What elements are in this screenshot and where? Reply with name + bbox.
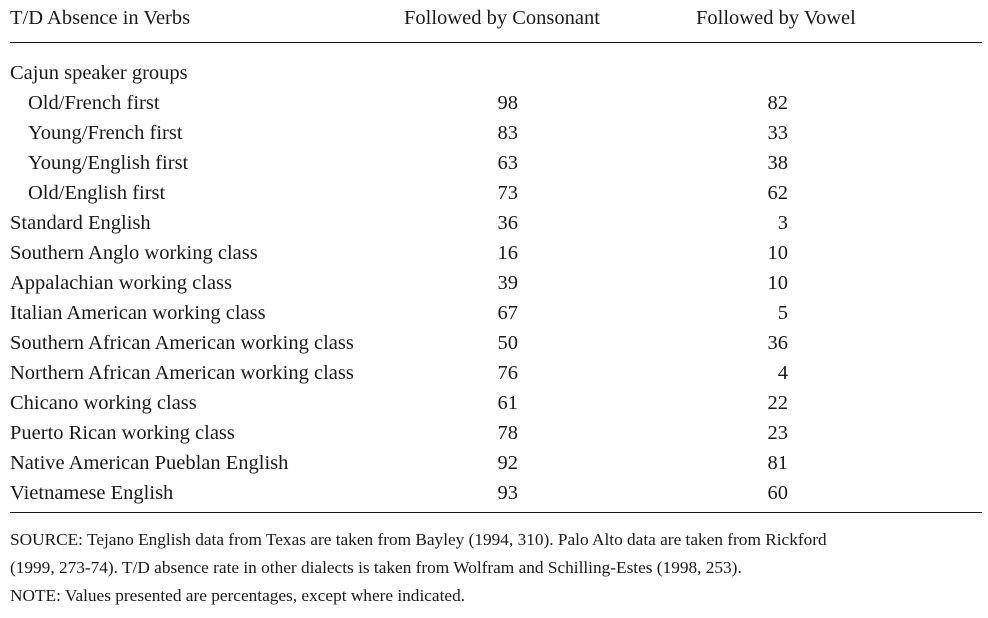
vowel-value: 36	[767, 332, 789, 354]
table-row: Puerto Rican working class 78 23	[0, 418, 988, 448]
source-note-line-2: (1999, 273-74). T/D absence rate in othe…	[10, 558, 742, 577]
table-row: Italian American working class 67 5	[0, 298, 988, 328]
table-bottom-rule	[10, 512, 982, 513]
vowel-value: 10	[767, 272, 789, 294]
row-label: Native American Pueblan English	[10, 452, 289, 474]
table-notes: SOURCE: Tejano English data from Texas a…	[10, 526, 985, 610]
table-row: Southern Anglo working class 16 10	[0, 238, 988, 268]
table-row: Standard English 36 3	[0, 208, 988, 238]
row-label: Italian American working class	[10, 302, 266, 324]
consonant-value: 67	[497, 302, 519, 324]
vowel-value: 5	[777, 302, 788, 324]
consonant-value: 61	[497, 392, 519, 414]
table-row: Southern African American working class 5…	[0, 328, 988, 358]
vowel-value: 4	[777, 362, 788, 384]
vowel-value: 22	[767, 392, 789, 414]
column-header-td-absence: T/D Absence in Verbs	[10, 7, 191, 29]
vowel-value: 10	[767, 242, 789, 264]
consonant-value: 50	[497, 332, 519, 354]
consonant-value: 73	[497, 182, 519, 204]
table-group-header-row: Cajun speaker groups	[0, 58, 988, 88]
column-header-followed-by-vowel: Followed by Vowel	[696, 7, 856, 29]
consonant-value: 76	[497, 362, 519, 384]
column-header-followed-by-consonant: Followed by Consonant	[404, 7, 600, 29]
row-label: Southern African American working class	[10, 332, 354, 354]
table-row: Young/English first 63 38	[0, 148, 988, 178]
vowel-value: 33	[767, 122, 789, 144]
row-label: Appalachian working class	[10, 272, 233, 294]
table-row: Northern African American working class 7…	[0, 358, 988, 388]
consonant-value: 16	[497, 242, 519, 264]
consonant-value: 78	[497, 422, 519, 444]
vowel-value: 3	[777, 212, 788, 234]
row-label: Vietnamese English	[10, 482, 174, 504]
consonant-value: 93	[497, 482, 519, 504]
table-body: Cajun speaker groups Old/French first 98 82…	[0, 58, 988, 508]
vowel-value: 60	[767, 482, 789, 504]
table-row: Appalachian working class 39 10	[0, 268, 988, 298]
row-label: Old/French first	[28, 92, 160, 114]
vowel-value: 82	[767, 92, 789, 114]
consonant-value: 98	[497, 92, 519, 114]
row-label: Chicano working class	[10, 392, 197, 414]
consonant-value: 39	[497, 272, 519, 294]
consonant-value: 83	[497, 122, 519, 144]
table-row: Young/French first 83 33	[0, 118, 988, 148]
consonant-value: 36	[497, 212, 519, 234]
row-label: Young/English first	[28, 152, 189, 174]
row-label: Puerto Rican working class	[10, 422, 235, 444]
row-label: Standard English	[10, 212, 151, 234]
vowel-value: 62	[767, 182, 789, 204]
table-row: Vietnamese English 93 60	[0, 478, 988, 508]
vowel-value: 81	[767, 452, 789, 474]
table-row: Old/English first 73 62	[0, 178, 988, 208]
table-top-rule	[10, 42, 982, 43]
table-row: Native American Pueblan English 92 81	[0, 448, 988, 478]
vowel-value: 23	[767, 422, 789, 444]
row-label: Cajun speaker groups	[10, 62, 188, 84]
row-label: Old/English first	[28, 182, 166, 204]
consonant-value: 63	[497, 152, 519, 174]
row-label: Northern African American working class	[10, 362, 354, 384]
row-label: Young/French first	[28, 122, 183, 144]
table-row: Chicano working class 61 22	[0, 388, 988, 418]
values-note: NOTE: Values presented are percentages, …	[10, 586, 466, 605]
vowel-value: 38	[767, 152, 789, 174]
source-note-line-1: SOURCE: Tejano English data from Texas a…	[10, 530, 827, 549]
table-row: Old/French first 98 82	[0, 88, 988, 118]
row-label: Southern Anglo working class	[10, 242, 258, 264]
consonant-value: 92	[497, 452, 519, 474]
